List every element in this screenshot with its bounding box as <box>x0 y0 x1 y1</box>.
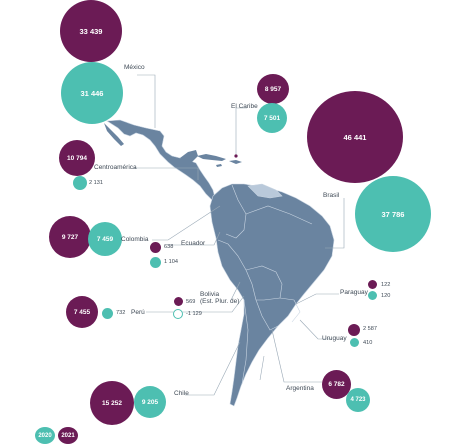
brasil-2021-bubble: 46 441 <box>307 91 403 183</box>
south-america-land <box>209 183 335 407</box>
uruguay-2021-value: 2 587 <box>363 326 377 332</box>
mexico-label: México <box>124 64 145 71</box>
centroamerica-2020-bubble <box>73 176 87 190</box>
colombia-2021-value: 9 727 <box>61 233 79 241</box>
caribe-2020-value: 7 501 <box>263 114 281 122</box>
bolivia-2020-bubble <box>173 309 183 319</box>
country-borders <box>217 184 313 385</box>
mexico-central-america-land <box>106 119 216 201</box>
uruguay-2020-bubble <box>350 338 359 347</box>
mexico-2020-bubble: 31 446 <box>61 62 123 124</box>
chile-2020-value: 9 205 <box>141 398 159 406</box>
caribe-marker <box>234 154 238 158</box>
brasil-label: Brasil <box>323 192 340 199</box>
bolivia-2021-value: 569 <box>186 299 196 305</box>
peru-2020-value: 732 <box>116 310 126 316</box>
guyanas-land <box>247 183 283 199</box>
colombia-2020-bubble: 7 459 <box>88 222 122 256</box>
caribe-2021-bubble: 8 957 <box>257 74 289 104</box>
yucatan-peninsula <box>180 150 198 163</box>
chile-label: Chile <box>174 390 189 397</box>
centroamerica-2021-bubble: 10 794 <box>59 140 95 176</box>
legend-2021-label: 2021 <box>61 432 75 439</box>
bolivia-label-line2: (Est. Plur. de) <box>200 298 240 305</box>
bolivia-2020-value: -1 129 <box>186 311 202 317</box>
paraguay-label: Paraguay <box>340 289 368 296</box>
ecuador-2021-value: 638 <box>164 244 174 250</box>
argentina-2020-value: 4 723 <box>350 397 366 403</box>
argentina-2020-bubble: 4 723 <box>346 388 370 412</box>
paraguay-2021-bubble <box>368 280 377 289</box>
mexico-2020-value: 31 446 <box>80 88 104 98</box>
chile-2020-bubble: 9 205 <box>134 386 166 418</box>
mexico-2021-bubble: 33 439 <box>60 0 122 62</box>
chile-2021-bubble: 15 252 <box>90 381 134 425</box>
legend-2021: 2021 <box>58 427 78 444</box>
jamaica-island <box>216 164 222 167</box>
colombia-2021-bubble: 9 727 <box>49 216 91 258</box>
paraguay-2020-value: 120 <box>381 293 391 299</box>
caribe-2021-value: 8 957 <box>264 85 282 93</box>
ecuador-2021-bubble <box>150 242 161 253</box>
brasil-2020-bubble: 37 786 <box>355 176 431 252</box>
mexico-2021-value: 33 439 <box>79 26 103 36</box>
paraguay-2020-bubble <box>368 291 377 300</box>
cuba-island <box>197 154 226 161</box>
ecuador-2020-bubble <box>150 257 161 268</box>
hispaniola-island <box>229 160 242 164</box>
peru-2020-bubble <box>102 308 113 319</box>
uruguay-2021-bubble <box>348 324 360 336</box>
peru-2021-bubble: 7 455 <box>66 296 98 328</box>
centroamerica-2021-value: 10 794 <box>67 154 87 162</box>
colombia-2020-value: 7 459 <box>96 235 114 243</box>
peru-label: Perú <box>131 309 145 316</box>
brasil-2020-value: 37 786 <box>381 209 405 219</box>
baja-california <box>104 123 124 146</box>
argentina-2021-value: 6 782 <box>328 381 345 388</box>
centroamerica-2020-value: 2 131 <box>89 180 103 186</box>
caribe-label: El Caribe <box>231 103 258 110</box>
uruguay-2020-value: 410 <box>363 340 373 346</box>
legend-2020-label: 2020 <box>38 432 52 439</box>
paraguay-2021-value: 122 <box>381 282 391 288</box>
ecuador-label: Ecuador <box>181 240 206 247</box>
brasil-2021-value: 46 441 <box>343 132 367 142</box>
bolivia-label-line1: Bolivia <box>200 291 220 298</box>
ecuador-2020-value: 1 104 <box>164 259 178 265</box>
legend-2020: 2020 <box>35 427 55 444</box>
colombia-label: Colombia <box>121 236 149 243</box>
uruguay-label: Uruguay <box>322 335 347 342</box>
chile-2021-value: 15 252 <box>102 399 122 407</box>
bolivia-2021-bubble <box>174 297 183 306</box>
argentina-label: Argentina <box>286 385 314 392</box>
centroamerica-label: Centroamérica <box>94 164 137 171</box>
peru-2021-value: 7 455 <box>73 308 91 316</box>
caribe-2020-bubble: 7 501 <box>257 103 287 133</box>
